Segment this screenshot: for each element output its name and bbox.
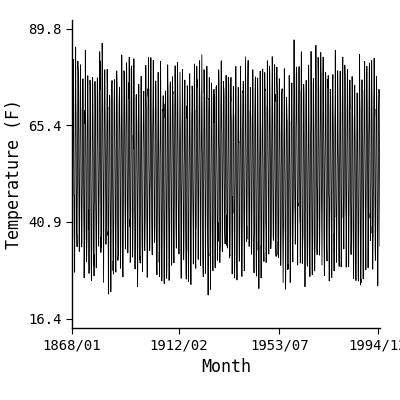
X-axis label: Month: Month bbox=[201, 358, 251, 376]
Y-axis label: Temperature (F): Temperature (F) bbox=[4, 99, 22, 249]
